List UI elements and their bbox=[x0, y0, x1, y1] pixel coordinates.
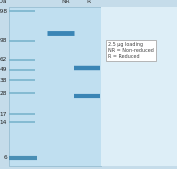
Text: 62: 62 bbox=[0, 57, 7, 62]
Text: 28: 28 bbox=[0, 91, 7, 96]
Text: 49: 49 bbox=[0, 67, 7, 72]
Text: kDa: kDa bbox=[0, 0, 7, 4]
Bar bbox=[101, 7, 177, 166]
Text: NR: NR bbox=[61, 0, 70, 4]
Bar bbox=[9, 7, 101, 166]
Text: 198: 198 bbox=[0, 9, 7, 14]
Text: R: R bbox=[86, 0, 91, 4]
Text: 38: 38 bbox=[0, 78, 7, 83]
Text: 17: 17 bbox=[0, 112, 7, 117]
Text: 98: 98 bbox=[0, 38, 7, 43]
Text: 6: 6 bbox=[4, 155, 7, 161]
Text: 2.5 μg loading
NR = Non-reduced
R = Reduced: 2.5 μg loading NR = Non-reduced R = Redu… bbox=[108, 42, 154, 59]
Text: 14: 14 bbox=[0, 120, 7, 125]
